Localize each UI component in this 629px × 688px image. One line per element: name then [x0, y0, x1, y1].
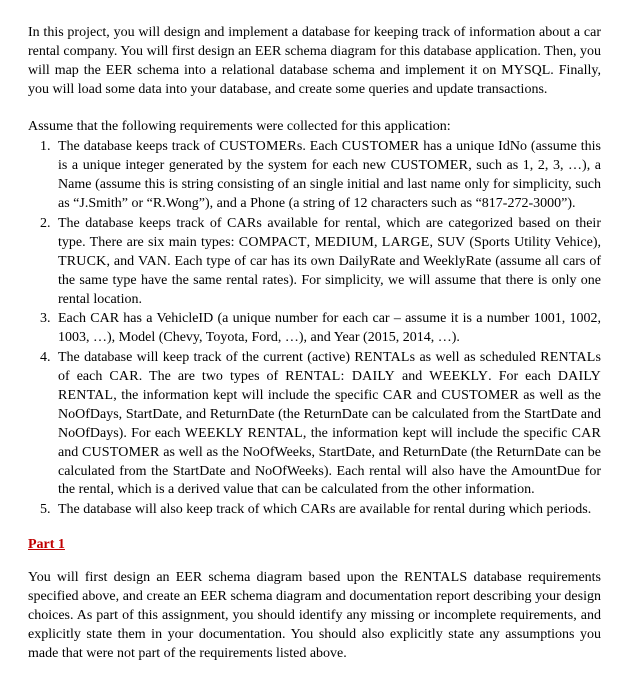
text: and — [412, 388, 441, 403]
term-car: CAR — [572, 426, 601, 441]
requirement-2: The database keeps track of CARs availab… — [54, 215, 601, 309]
text: You will first design an EER schema diag… — [28, 570, 404, 585]
assume-line: Assume that the following requirements w… — [28, 118, 601, 137]
text: The database will keep track of the curr… — [58, 350, 354, 365]
term-compact: COMPACT — [239, 235, 307, 250]
text: , SUV (Sports Utility Vehice), — [429, 235, 601, 250]
requirements-list: The database keeps track of CUSTOMERs. E… — [28, 138, 601, 520]
term-rentals: RENTALS — [404, 570, 467, 585]
term-weekly-rental: WEEKLY RENTAL — [185, 426, 303, 441]
text: , and — [106, 254, 138, 269]
text: s. Each — [297, 139, 342, 154]
term-car: CAR — [383, 388, 412, 403]
requirement-4: The database will keep track of the curr… — [54, 349, 601, 500]
text: , — [374, 235, 382, 250]
text: , the information kept will include the … — [303, 426, 572, 441]
term-customer: CUSTOMER — [441, 388, 519, 403]
text: . The are two types of — [139, 369, 285, 384]
text: The database keeps track of — [58, 139, 219, 154]
requirement-1: The database keeps track of CUSTOMERs. E… — [54, 138, 601, 214]
text: and — [395, 369, 429, 384]
term-rental: RENTAL — [540, 350, 595, 365]
requirement-3: Each CAR has a VehicleID (a unique numbe… — [54, 310, 601, 348]
part-1-body: You will first design an EER schema diag… — [28, 569, 601, 663]
text: The database keeps track of — [58, 216, 227, 231]
term-medium: MEDIUM — [314, 235, 374, 250]
term-van: VAN — [138, 254, 167, 269]
term-customer: CUSTOMER — [342, 139, 420, 154]
term-customer: CUSTOMER — [82, 445, 160, 460]
term-rental: RENTAL — [354, 350, 409, 365]
text: and — [58, 445, 82, 460]
term-large: LARGE — [382, 235, 430, 250]
intro-paragraph: In this project, you will design and imp… — [28, 24, 601, 100]
term-customer: CUSTOMER — [391, 158, 469, 173]
term-car: CAR — [301, 502, 330, 517]
part-1-heading: Part 1 — [28, 536, 601, 555]
term-customer: CUSTOMER — [219, 139, 297, 154]
term-car: CAR — [227, 216, 256, 231]
requirement-5: The database will also keep track of whi… — [54, 501, 601, 520]
text: Each CAR has a VehicleID (a unique numbe… — [58, 311, 601, 345]
text: s are available for rental during which … — [330, 502, 591, 517]
text: , the information kept will include the … — [113, 388, 383, 403]
term-car: CAR — [109, 369, 138, 384]
term-truck: TRUCK — [58, 254, 106, 269]
term-rental-daily: RENTAL: DAILY — [285, 369, 395, 384]
term-weekly: WEEKLY — [429, 369, 488, 384]
text: s as well as scheduled — [410, 350, 541, 365]
text: The database will also keep track of whi… — [58, 502, 301, 517]
text: . For each — [488, 369, 558, 384]
